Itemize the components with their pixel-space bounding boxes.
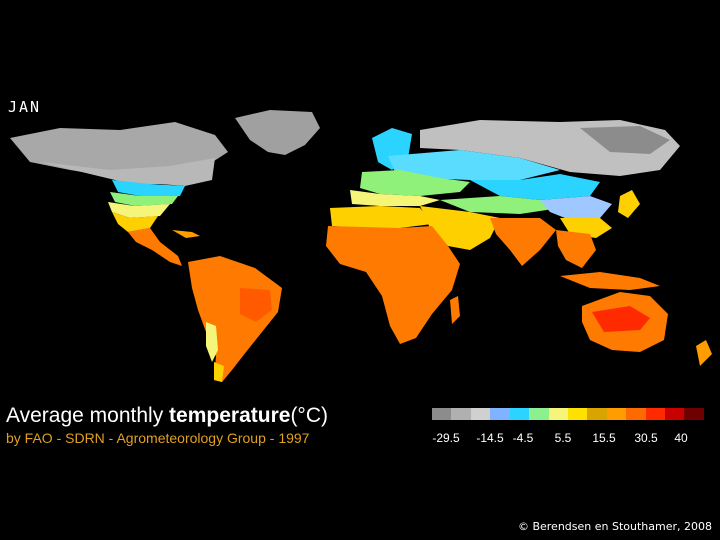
north-america-cyan	[112, 180, 185, 196]
legend-tick-label: 5.5	[554, 431, 572, 445]
legend-swatch	[606, 408, 627, 420]
central-asia-green	[440, 196, 560, 214]
legend-tick-label: -14.5	[476, 431, 504, 445]
central-asia-cyan	[470, 174, 600, 200]
europe-yellow	[350, 190, 440, 206]
month-label: JAN	[8, 98, 42, 116]
world-temperature-map	[10, 110, 712, 382]
africa-north	[330, 206, 432, 228]
legend-swatch	[509, 408, 530, 420]
australia-red	[592, 306, 650, 332]
africa	[326, 226, 460, 344]
legend-swatch	[432, 408, 452, 420]
legend-swatch	[451, 408, 471, 420]
title-bold: temperature	[169, 404, 291, 427]
legend-tick-label: -29.5	[432, 431, 460, 445]
siberia-dark	[580, 126, 670, 154]
south-america-tip	[214, 362, 224, 382]
legend-swatch	[665, 408, 685, 420]
europe-green	[360, 170, 470, 196]
legend-tick-label: 30.5	[634, 431, 658, 445]
caribbean	[172, 230, 200, 238]
legend-swatch	[626, 408, 646, 420]
legend-swatch	[490, 408, 510, 420]
india	[490, 218, 556, 266]
madagascar	[450, 296, 460, 324]
southeast-asia	[556, 230, 596, 268]
middle-east	[420, 206, 500, 250]
new-zealand	[696, 340, 712, 366]
legend-tick-label: -4.5	[512, 431, 534, 445]
map-subtitle: by FAO - SDRN - Agrometeorology Group - …	[6, 430, 310, 446]
legend-ticks: -29.5 -14.5 -4.5 5.5 15.5 30.5 40	[420, 431, 710, 447]
europe-cyan	[388, 150, 560, 180]
title-unit: (°C)	[290, 404, 328, 427]
greenland	[235, 110, 320, 155]
legend-swatch	[470, 408, 491, 420]
china-light	[540, 196, 612, 220]
south-america	[188, 256, 282, 382]
south-america-yellow	[206, 322, 218, 362]
temperature-legend	[432, 408, 704, 420]
legend-swatch	[684, 408, 704, 420]
legend-swatch	[587, 408, 607, 420]
copyright: © Berendsen en Stouthamer, 2008	[517, 520, 712, 533]
legend-tick-label: 40	[674, 431, 688, 445]
legend-swatch	[567, 408, 588, 420]
legend-tick-label: 15.5	[592, 431, 616, 445]
north-america-green	[110, 192, 178, 206]
north-america-yellow	[108, 202, 170, 218]
japan	[618, 190, 640, 218]
north-america-gold	[112, 212, 158, 232]
indonesia	[560, 272, 660, 290]
legend-swatch	[548, 408, 568, 420]
legend-swatch	[529, 408, 549, 420]
north-america-cold	[40, 158, 215, 186]
map-title: Average monthly temperature(°C)	[6, 404, 328, 428]
arctic-canada	[10, 122, 228, 178]
south-america-red	[240, 288, 272, 322]
central-america	[128, 228, 182, 266]
legend-swatch	[645, 408, 666, 420]
title-plain: Average monthly	[6, 404, 170, 427]
